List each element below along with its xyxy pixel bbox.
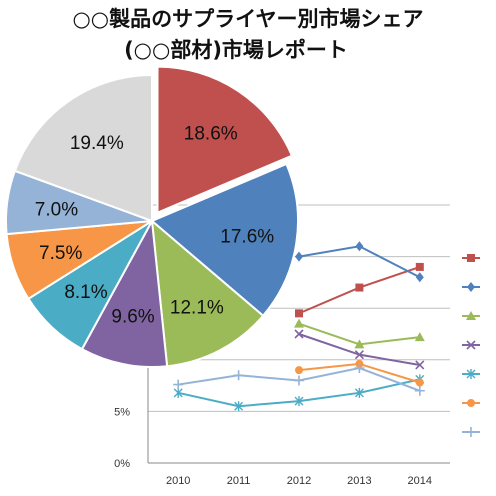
data-point (467, 282, 475, 292)
x-tick-label: 2011 (227, 475, 251, 487)
legend-entry (462, 282, 480, 292)
legend-entry (462, 311, 480, 320)
data-point (355, 283, 364, 292)
pie-slice (156, 65, 294, 215)
pie-slice-label: 12.1% (170, 297, 224, 318)
data-point (466, 369, 476, 379)
pie-slice-label: 9.6% (111, 306, 154, 327)
data-point (415, 360, 425, 370)
series-4 (294, 329, 425, 370)
data-point (354, 339, 365, 349)
legend-entry (462, 254, 480, 262)
pie-slice-label: 7.0% (35, 199, 78, 220)
series-3 (294, 318, 425, 349)
data-point (295, 251, 303, 262)
pie-slice-label: 18.6% (184, 123, 238, 144)
data-point (415, 378, 424, 387)
data-point (294, 318, 304, 328)
legend-entry (462, 427, 480, 437)
line-chart-series (173, 241, 425, 412)
data-point (294, 375, 304, 386)
data-point (354, 363, 365, 374)
chart-title-line1: ○○製品のサプライヤー別市場シェア (72, 7, 423, 31)
data-point (467, 254, 475, 262)
x-tick-label: 2013 (347, 475, 371, 487)
pie-slice-label: 17.6% (220, 227, 274, 248)
y-tick-label: 5% (114, 406, 130, 418)
data-point (466, 427, 476, 437)
data-point (173, 379, 184, 390)
data-point (233, 370, 244, 381)
pie-slice (13, 73, 153, 223)
pie-slice-label: 19.4% (70, 133, 124, 154)
data-point (234, 401, 244, 412)
x-tick-label: 2012 (287, 475, 311, 487)
data-point (467, 399, 475, 407)
y-tick-label: 0% (114, 458, 130, 470)
data-point (466, 340, 476, 350)
data-point (354, 350, 364, 360)
pie-slice-label: 8.1% (64, 282, 107, 303)
data-point (414, 332, 425, 342)
data-point (466, 311, 476, 320)
pie-slice (150, 218, 265, 368)
series-2 (295, 241, 424, 283)
data-point (355, 241, 364, 252)
legend-entry (462, 340, 480, 350)
pie-slice-label: 7.5% (39, 243, 82, 264)
data-point (294, 329, 304, 339)
x-tick-label: 2010 (166, 475, 190, 487)
data-point (414, 385, 425, 396)
series-7 (173, 363, 425, 396)
data-point (295, 366, 303, 375)
line-chart-legend (462, 254, 480, 437)
chart-title-line2: (○○部材)市場レポート (124, 38, 348, 62)
pie-chart: 18.6% 17.6% 12.1% 9.6%8.1% 7.5% 7.0% 19.4% (5, 65, 299, 368)
data-point (295, 309, 303, 318)
data-point (415, 272, 424, 283)
data-point (294, 396, 304, 407)
pie-slice (80, 217, 169, 368)
data-point (354, 387, 364, 398)
legend-entry (462, 369, 480, 379)
x-tick-label: 2014 (408, 475, 432, 487)
data-point (415, 262, 424, 271)
legend-entry (462, 399, 480, 407)
pie-slice (150, 162, 299, 318)
series-1 (295, 262, 424, 318)
